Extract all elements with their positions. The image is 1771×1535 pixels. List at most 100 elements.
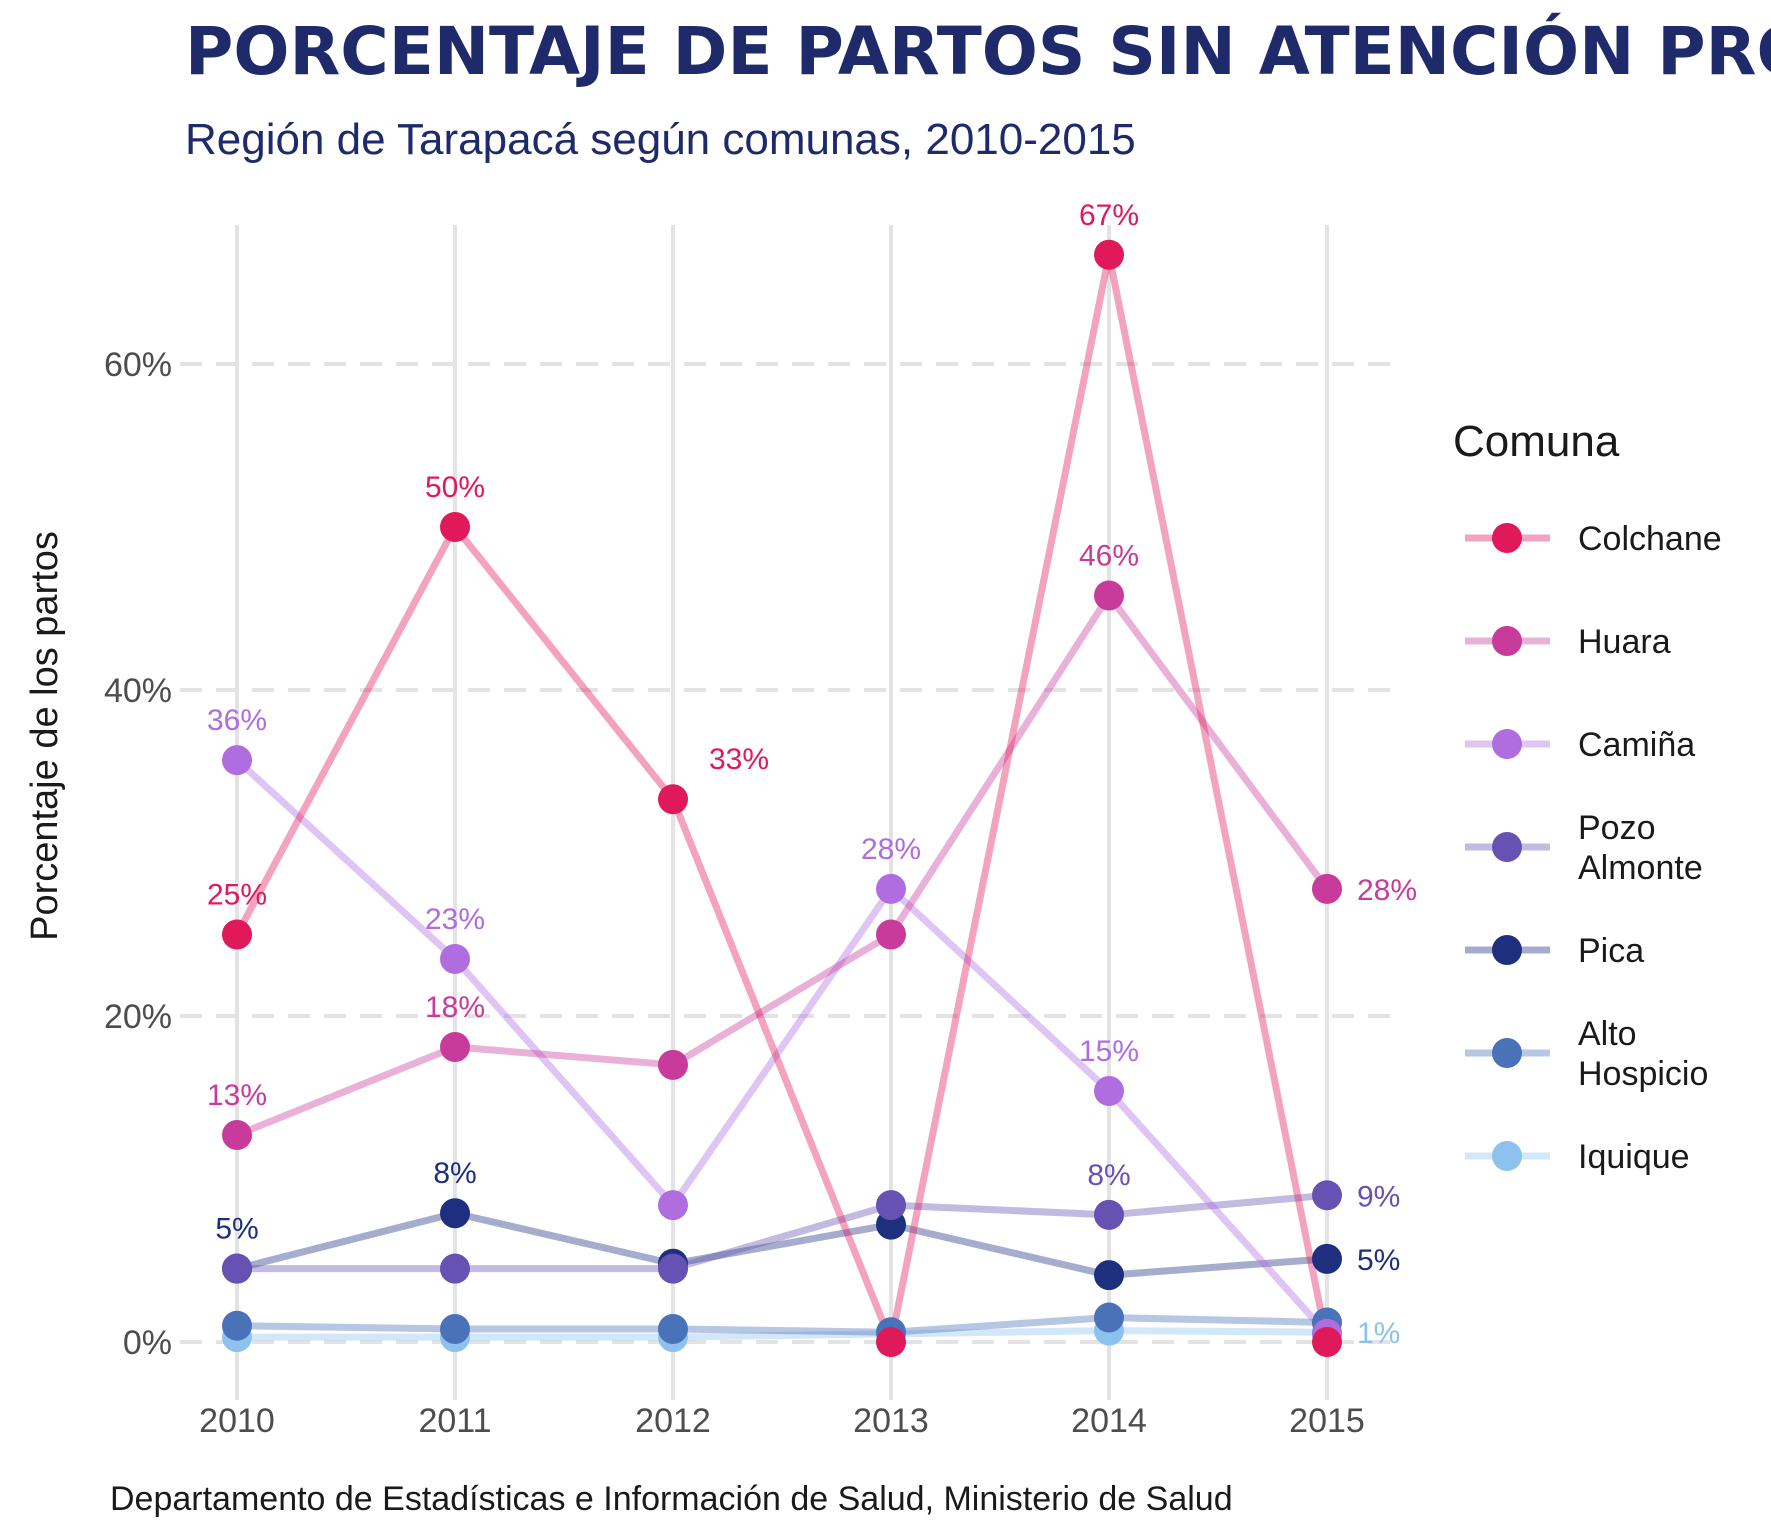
data-point <box>222 1310 252 1341</box>
data-point <box>876 1327 906 1357</box>
data-label: 36% <box>207 704 267 737</box>
x-tick-label: 2014 <box>1071 1402 1147 1440</box>
legend-label: Colchane <box>1578 520 1722 558</box>
legend-label: Pica <box>1578 932 1644 970</box>
data-label: 5% <box>1357 1244 1400 1277</box>
data-label: 67% <box>1079 199 1139 232</box>
grid-lines <box>180 225 1390 1400</box>
data-point <box>222 745 252 776</box>
y-tick-label: 20% <box>104 998 172 1036</box>
data-point <box>440 943 470 974</box>
y-tick-label: 0% <box>123 1324 172 1362</box>
x-axis-ticks: 2010 2011 2012 2013 2014 2015 <box>199 1402 1365 1440</box>
legend-label: Camiña <box>1578 726 1695 764</box>
data-label: 8% <box>1087 1159 1130 1192</box>
plot-series <box>222 239 1342 1357</box>
series-line <box>235 591 1330 1139</box>
data-point <box>1312 1327 1342 1357</box>
y-axis-ticks: 0% 20% 40% 60% <box>104 346 172 1362</box>
legend-key-point <box>1492 1038 1522 1068</box>
legend-label: Almonte <box>1578 849 1703 887</box>
series-pozo-almonte <box>237 1191 1328 1273</box>
data-label: 23% <box>425 903 485 936</box>
series-line <box>234 757 1330 1337</box>
series-pica <box>236 1209 1328 1279</box>
series-huara <box>235 591 1330 1139</box>
legend-key-point <box>1492 935 1522 965</box>
legend-label: Iquique <box>1578 1138 1690 1176</box>
data-label: 18% <box>425 991 485 1024</box>
data-label: 50% <box>425 471 485 504</box>
data-label: 9% <box>1357 1180 1400 1213</box>
data-point <box>1312 873 1342 904</box>
data-point <box>658 784 688 815</box>
series-alto-hospicio <box>236 1314 1328 1336</box>
data-point <box>1312 1243 1342 1274</box>
legend-label: Hospicio <box>1578 1055 1708 1093</box>
data-point <box>1094 1199 1124 1230</box>
data-point <box>658 1049 688 1080</box>
data-point <box>658 1190 688 1221</box>
data-label: 25% <box>207 879 267 912</box>
data-point <box>876 919 906 950</box>
data-label: 1% <box>1357 1317 1400 1350</box>
data-point <box>1094 1302 1124 1333</box>
series-colchane <box>233 251 1331 1346</box>
data-point <box>658 1313 688 1344</box>
data-label: 15% <box>1079 1035 1139 1068</box>
data-point <box>1094 580 1124 611</box>
data-point <box>440 1253 470 1284</box>
legend-item: Huara <box>1465 623 1671 661</box>
legend-key-point <box>1492 1141 1522 1171</box>
chart-caption: Departamento de Estadísticas e Informaci… <box>110 1480 1233 1518</box>
legend-item: Pica <box>1465 932 1644 970</box>
data-point <box>876 1190 906 1221</box>
legend-label: Pozo <box>1578 809 1656 847</box>
y-tick-label: 40% <box>104 672 172 710</box>
x-tick-label: 2012 <box>635 1402 711 1440</box>
data-point <box>222 1119 252 1150</box>
y-tick-label: 60% <box>104 346 172 384</box>
data-point <box>440 1031 470 1062</box>
data-label: 5% <box>215 1213 258 1246</box>
series-points-huara <box>222 580 1342 1150</box>
series-camiña <box>234 757 1330 1337</box>
series-line <box>237 1191 1328 1273</box>
data-label: 13% <box>207 1079 267 1112</box>
x-tick-label: 2011 <box>418 1402 491 1440</box>
series-line <box>237 1327 1328 1341</box>
data-point <box>440 512 470 542</box>
chart-subtitle: Región de Tarapacá según comunas, 2010-2… <box>185 115 1136 164</box>
data-point <box>1094 1260 1124 1291</box>
series-line <box>236 1209 1328 1279</box>
data-point <box>1094 1075 1124 1106</box>
legend-item: Iquique <box>1465 1138 1690 1176</box>
series-line <box>236 1314 1328 1336</box>
legend-key-point <box>1492 832 1522 862</box>
y-axis-title: Porcentaje de los partos <box>24 531 66 941</box>
data-labels: 25% 50% 33% 67% 13% 18% 46% 28% 36% 23% 28% 15% 8% 9%… <box>207 199 1417 1350</box>
data-point <box>222 1253 252 1284</box>
data-point <box>658 1253 688 1284</box>
legend-label: Alto <box>1578 1015 1637 1053</box>
data-label: 28% <box>1357 874 1417 907</box>
data-point <box>440 1313 470 1344</box>
x-tick-label: 2010 <box>199 1402 275 1440</box>
data-label: 46% <box>1079 539 1139 572</box>
legend-item: Camiña <box>1465 726 1695 764</box>
data-label: 33% <box>709 743 769 776</box>
data-label: 8% <box>433 1157 476 1190</box>
data-point <box>1094 239 1124 270</box>
legend-key-point <box>1492 523 1522 553</box>
series-iquique <box>237 1327 1328 1341</box>
legend-key-point <box>1492 729 1522 759</box>
legend-item: Colchane <box>1465 520 1722 558</box>
legend-label: Huara <box>1578 623 1671 661</box>
data-point <box>440 1198 470 1229</box>
x-tick-label: 2013 <box>853 1402 929 1440</box>
series-line <box>233 251 1331 1346</box>
